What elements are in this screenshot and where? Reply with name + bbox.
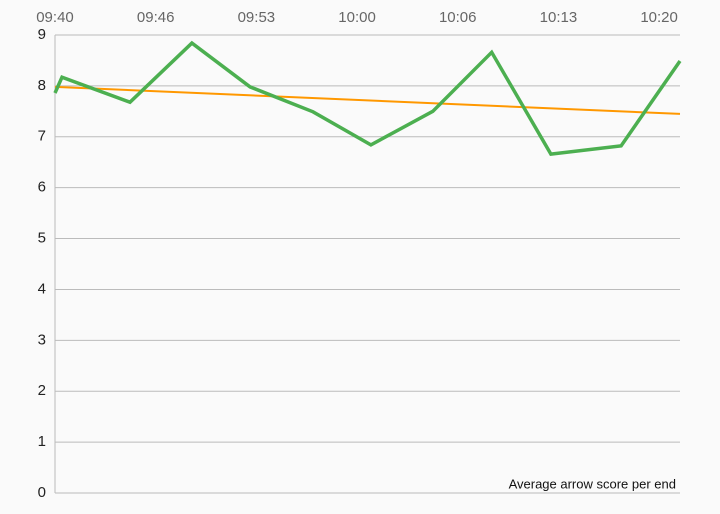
x-tick-label: 09:46: [137, 9, 175, 26]
x-tick-label: 10:06: [439, 9, 477, 26]
y-tick-label: 8: [38, 77, 46, 94]
y-tick-label: 1: [38, 433, 46, 450]
line-series: [54, 85, 681, 115]
y-tick-label: 3: [38, 331, 46, 348]
x-tick-label: 10:00: [338, 9, 376, 26]
y-tick-label: 5: [38, 230, 46, 247]
x-tick-label: 10:13: [540, 9, 578, 26]
annotation: Average arrow score per end: [509, 476, 676, 491]
y-tick-label: 4: [38, 280, 46, 297]
x-tick-label: 10:20: [640, 9, 678, 26]
line-series: [53, 40, 682, 156]
y-tick-label: 7: [38, 128, 46, 145]
y-tick-label: 0: [38, 484, 46, 501]
y-tick-label: 2: [38, 382, 46, 399]
x-tick-label: 09:53: [238, 9, 276, 26]
y-tick-label: 6: [38, 179, 46, 196]
y-tick-label: 9: [38, 26, 46, 43]
x-tick-label: 09:40: [36, 9, 74, 26]
